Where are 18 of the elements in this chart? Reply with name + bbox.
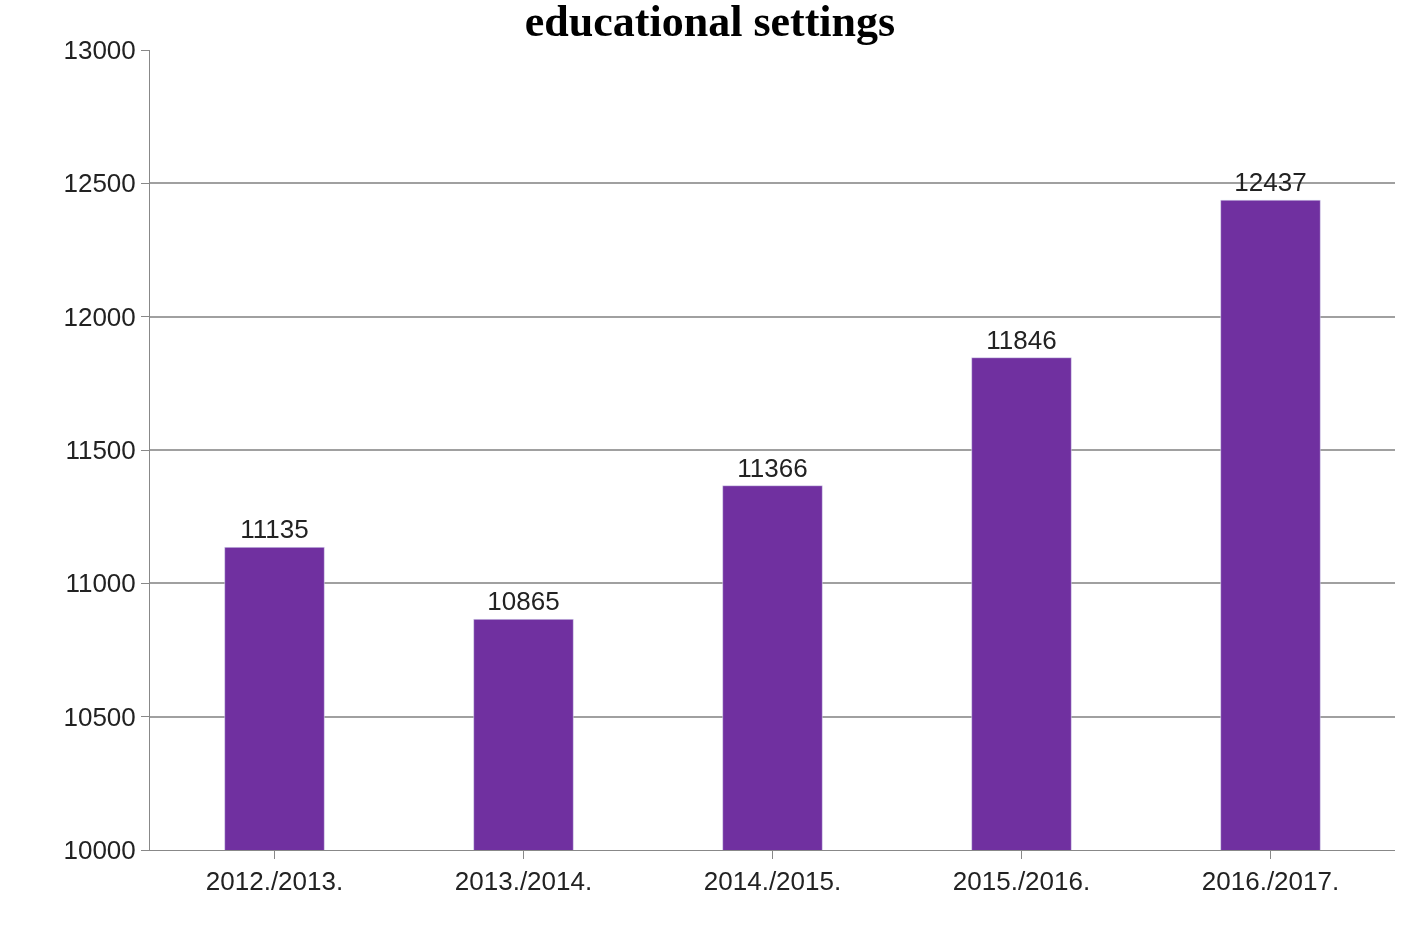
chart-title: educational settings bbox=[524, 0, 896, 46]
x-tick-label: 2013./2014. bbox=[454, 866, 593, 897]
x-tick-label: 2014./2015. bbox=[703, 866, 842, 897]
y-tick-label: 10000 bbox=[63, 835, 136, 866]
y-tick-label: 12000 bbox=[63, 301, 136, 332]
x-tick-label: 2016./2017. bbox=[1201, 866, 1340, 897]
data-label: 11846 bbox=[986, 324, 1057, 355]
data-label: 11366 bbox=[737, 452, 808, 483]
y-tick-label: 11000 bbox=[65, 568, 136, 599]
y-tick-label: 13000 bbox=[63, 35, 136, 66]
data-label: 10865 bbox=[487, 586, 560, 617]
y-tick-label: 11500 bbox=[65, 435, 136, 466]
y-tick-label: 10500 bbox=[63, 701, 136, 732]
x-tick-label: 2012./2013. bbox=[205, 866, 344, 897]
data-label: 11135 bbox=[240, 514, 309, 545]
y-tick-label: 12500 bbox=[63, 168, 136, 199]
x-tick-label: 2015./2016. bbox=[952, 866, 1091, 897]
data-label: 12437 bbox=[1234, 167, 1307, 198]
